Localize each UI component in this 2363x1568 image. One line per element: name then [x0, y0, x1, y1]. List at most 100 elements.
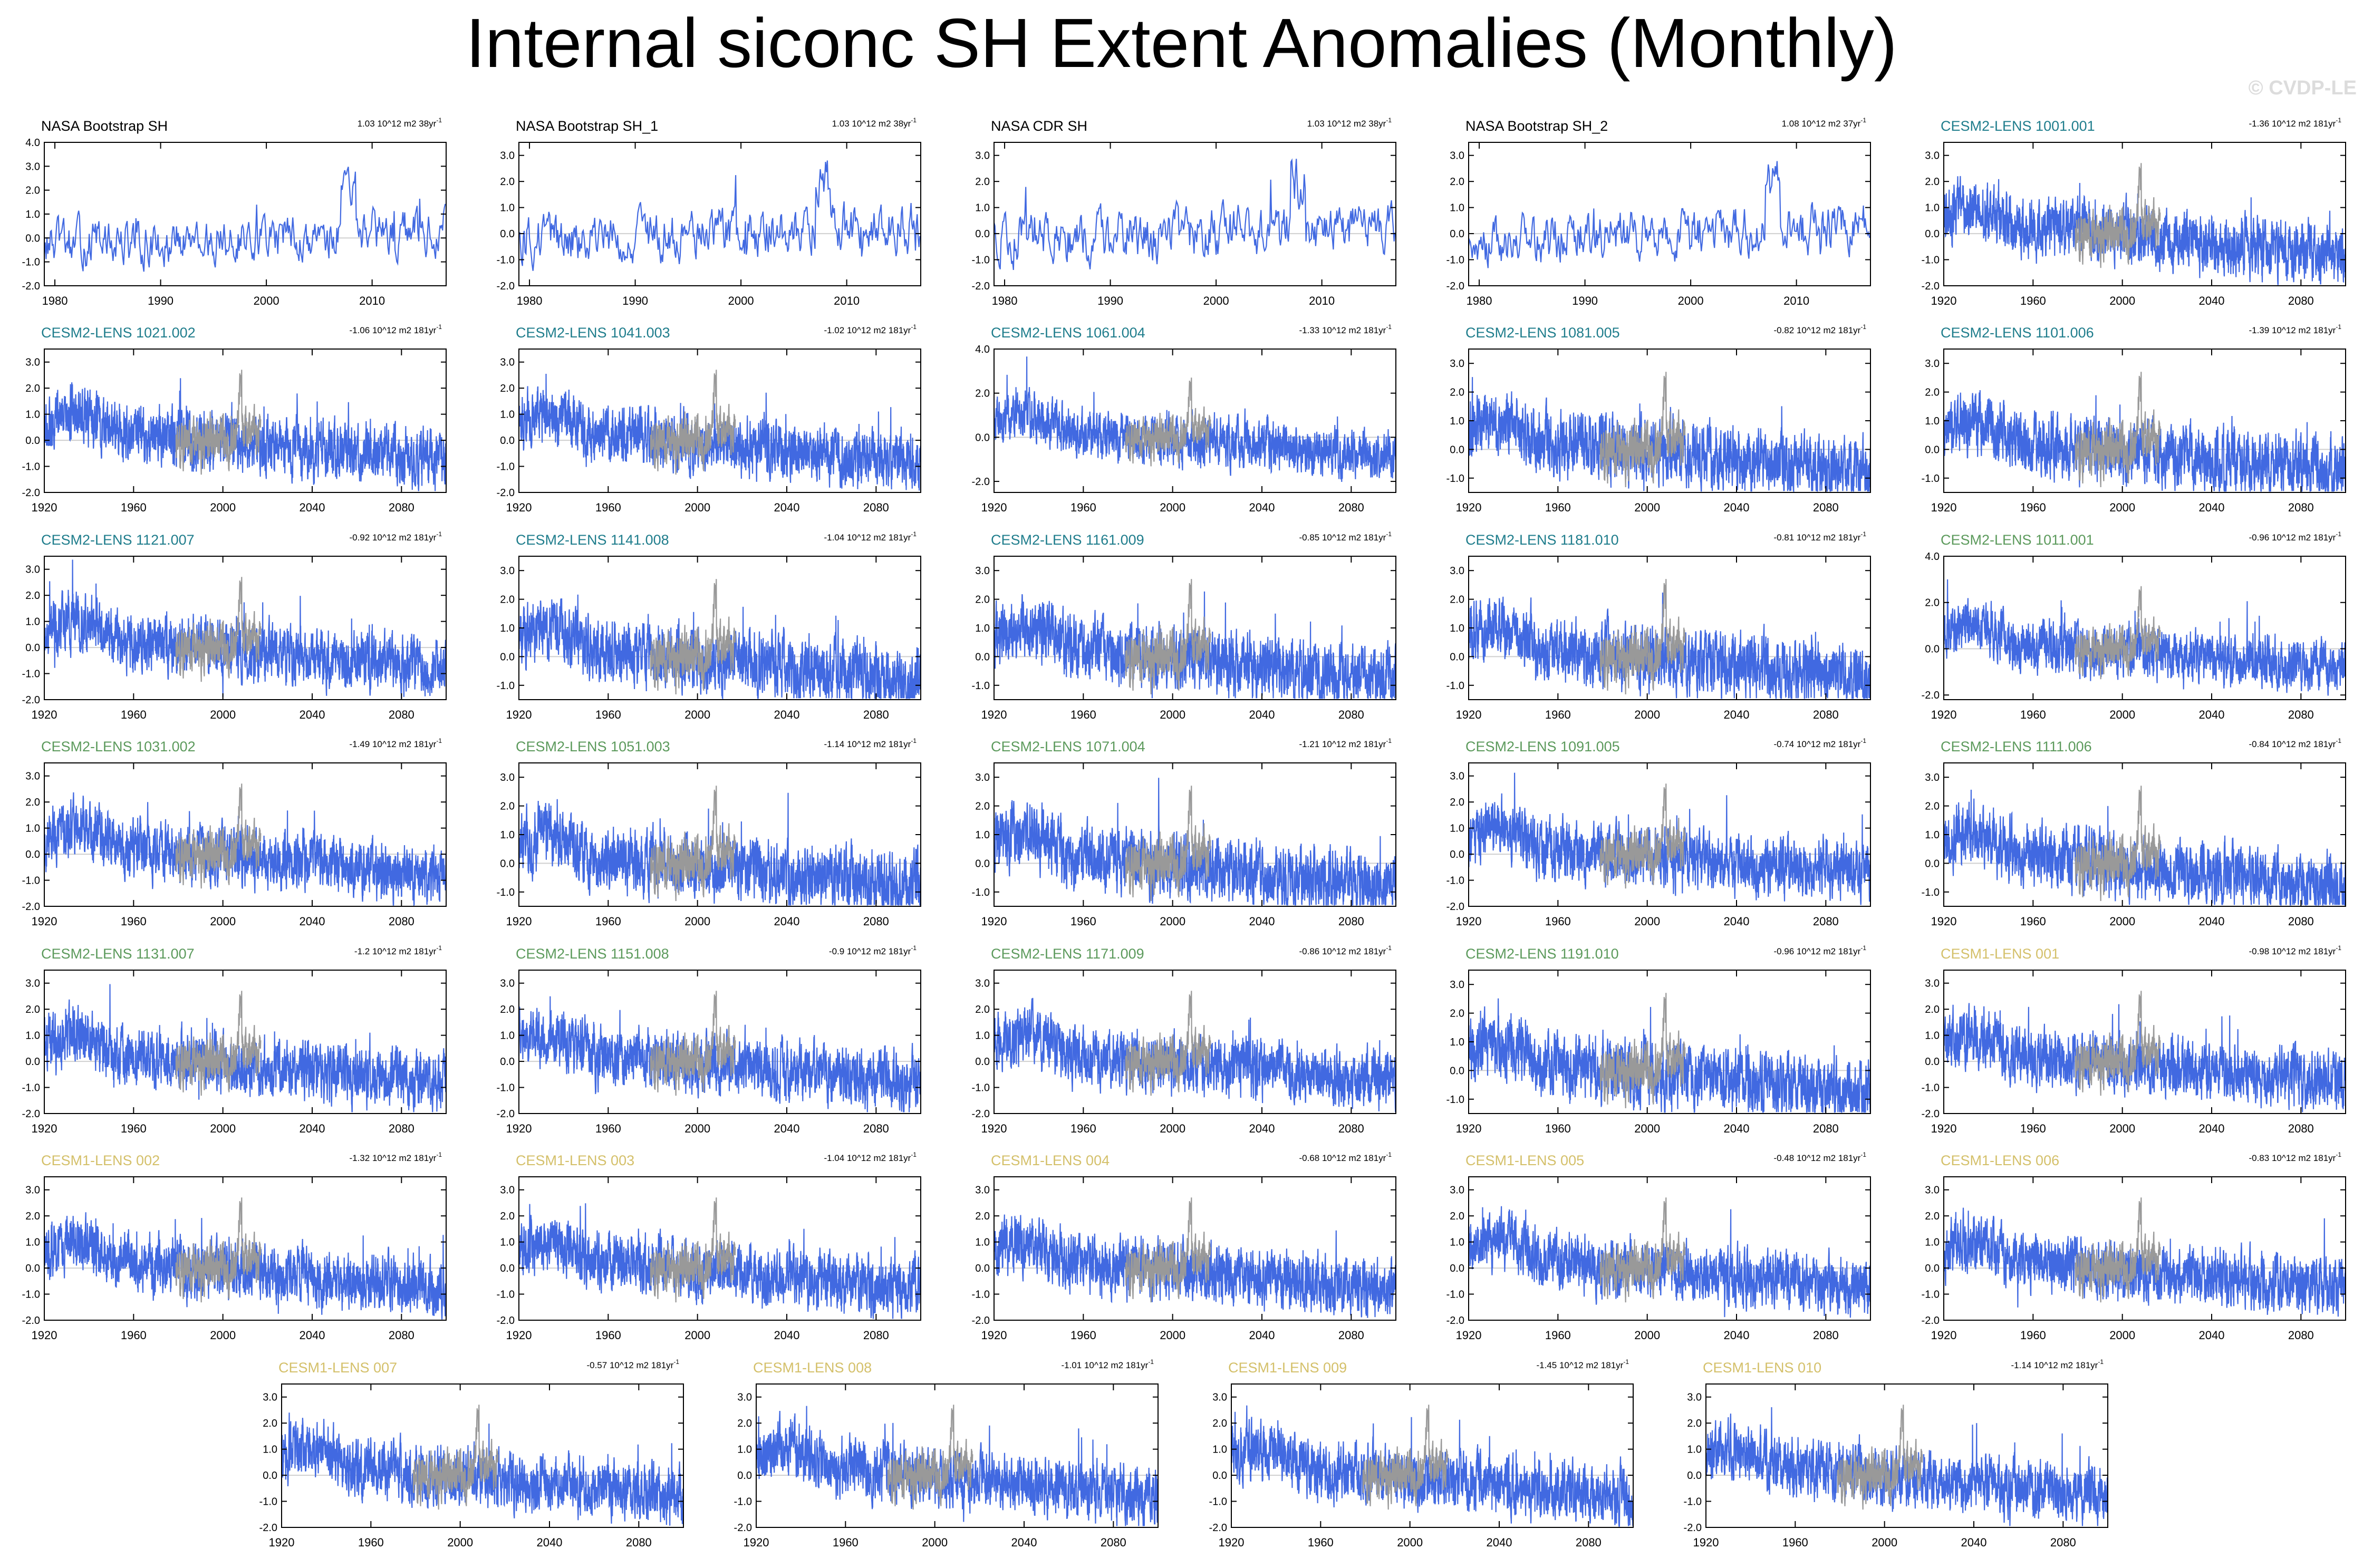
y-tick-label: 2.0 [1687, 1418, 1702, 1429]
y-tick-label: -2.0 [497, 1315, 515, 1327]
y-tick-label: -1.0 [497, 255, 515, 266]
y-tick-label: 3.0 [1450, 150, 1464, 162]
panel-title: CESM2-LENS 1141.008 [516, 532, 669, 548]
y-tick-label: -1.0 [972, 1082, 990, 1094]
y-tick-label: 3.0 [25, 771, 40, 782]
x-tick-label: 2000 [1160, 1329, 1185, 1342]
panel-trend: -0.68 10^12 m2 181yr-1 [1299, 1151, 1392, 1163]
series-line [518, 792, 921, 906]
observed-overlay-line [650, 1197, 736, 1303]
x-tick-label: 2000 [210, 1122, 236, 1135]
observed-overlay-line [175, 1197, 262, 1303]
y-tick-label: 1.0 [25, 1030, 40, 1042]
trend-superscript: -1 [2336, 1151, 2341, 1158]
x-tick-label: 1920 [981, 1122, 1007, 1135]
panel-2: NASA CDR SH 1.03 10^12 m2 38yr-1 3.0 2.0 1.0… [972, 117, 1396, 307]
x-tick-label: 1920 [1456, 708, 1482, 721]
x-tick-label: 2000 [1634, 915, 1660, 928]
x-tick-label: 1920 [32, 1329, 57, 1342]
plot-frame [518, 970, 921, 1114]
y-tick-label: -2.0 [1922, 690, 1940, 701]
panel-title: CESM1-LENS 010 [1703, 1360, 1821, 1376]
panel-trend: -0.81 10^12 m2 181yr-1 [1773, 530, 1866, 543]
y-tick-label: -2.0 [497, 1108, 515, 1120]
y-tick-label: -1.0 [497, 461, 515, 473]
plot-frame [994, 970, 1396, 1114]
plot-frame [44, 1176, 447, 1321]
panel-4: CESM2-LENS 1001.001 -1.36 10^12 m2 181yr-… [1922, 117, 2346, 307]
panel-33: CESM1-LENS 010 -1.14 10^12 m2 181yr-1 3.0 2… [1684, 1358, 2108, 1549]
trend-superscript: -1 [1386, 1151, 1392, 1158]
panel-title: CESM1-LENS 004 [991, 1153, 1110, 1168]
x-tick-label: 1960 [595, 708, 621, 721]
panel-trend: -0.96 10^12 m2 181yr-1 [1773, 944, 1866, 956]
x-tick-label: 1920 [269, 1536, 295, 1549]
x-tick-label: 2000 [1203, 294, 1229, 307]
y-tick-label: 2.0 [1450, 176, 1464, 188]
y-tick-label: 3.0 [1925, 150, 1940, 162]
x-tick-label: 2040 [1724, 501, 1750, 514]
x-tick-label: 2040 [1724, 708, 1750, 721]
y-tick-label: 0.0 [975, 858, 990, 869]
panel-trend: -0.85 10^12 m2 181yr-1 [1299, 530, 1392, 543]
y-tick-label: 1.0 [1450, 823, 1464, 835]
x-tick-label: 2040 [1961, 1536, 1987, 1549]
panel-trend: -1.02 10^12 m2 181yr-1 [824, 323, 917, 335]
y-tick-label: 2.0 [1450, 1211, 1464, 1222]
series-line [43, 792, 447, 907]
panel-23: CESM2-LENS 1191.010 -0.96 10^12 m2 181yr-… [1446, 944, 1871, 1135]
y-tick-label: 3.0 [500, 1185, 515, 1196]
panel-trend: -1.04 10^12 m2 181yr-1 [824, 1151, 917, 1163]
panel-24: CESM1-LENS 001 -0.98 10^12 m2 181yr-1 3.0 2… [1922, 944, 2346, 1135]
y-tick-label: 2.0 [1925, 1004, 1940, 1015]
x-tick-label: 2040 [2199, 294, 2225, 307]
x-tick-label: 2080 [2288, 1122, 2314, 1135]
observed-overlay-line [1599, 372, 1686, 488]
x-tick-label: 2040 [1724, 1122, 1750, 1135]
observed-overlay-line [2075, 786, 2161, 902]
y-tick-label: 3.0 [1687, 1392, 1702, 1404]
series-line [43, 167, 446, 272]
y-tick-label: 0.0 [500, 651, 515, 663]
y-tick-label: 0.0 [500, 1056, 515, 1068]
y-tick-label: -1.0 [734, 1496, 752, 1508]
trend-superscript: -1 [2336, 323, 2341, 331]
plot-frame [1943, 142, 2346, 286]
plot-frame [1943, 970, 2346, 1114]
x-tick-label: 2010 [834, 294, 860, 307]
panel-trend: -1.14 10^12 m2 181yr-1 [2011, 1358, 2104, 1370]
y-tick-label: 1.0 [500, 829, 515, 841]
x-tick-label: 2040 [2199, 708, 2225, 721]
x-tick-label: 1980 [42, 294, 68, 307]
trend-superscript: -1 [2336, 944, 2341, 952]
x-tick-label: 2080 [863, 501, 889, 514]
y-tick-label: 1.0 [25, 823, 40, 835]
y-tick-label: -1.0 [22, 257, 40, 268]
panel-title: CESM1-LENS 003 [516, 1153, 634, 1168]
panel-trend: 1.03 10^12 m2 38yr-1 [832, 117, 917, 129]
panel-title: CESM1-LENS 009 [1228, 1360, 1347, 1376]
x-tick-label: 1960 [2020, 708, 2046, 721]
observed-overlay-line [175, 991, 262, 1096]
x-tick-label: 1920 [506, 501, 532, 514]
y-tick-label: -1.0 [259, 1496, 277, 1508]
x-tick-label: 1920 [1931, 915, 1957, 928]
series-line [993, 1214, 1396, 1318]
panel-30: CESM1-LENS 007 -0.57 10^12 m2 181yr-1 3.0 2… [259, 1358, 684, 1549]
series-line [518, 160, 921, 271]
panel-title: CESM2-LENS 1101.006 [1941, 325, 2094, 341]
x-tick-label: 2010 [359, 294, 385, 307]
panel-trend: -0.74 10^12 m2 181yr-1 [1773, 737, 1866, 749]
y-tick-label: 0.0 [1450, 444, 1464, 456]
y-tick-label: -2.0 [22, 1315, 40, 1327]
panel-11: CESM2-LENS 1141.008 -1.04 10^12 m2 181yr-… [497, 530, 921, 721]
x-tick-label: 1960 [1308, 1536, 1334, 1549]
y-tick-label: -1.0 [22, 1289, 40, 1301]
x-tick-label: 2000 [684, 915, 710, 928]
x-tick-label: 1960 [121, 708, 147, 721]
x-tick-label: 2000 [2109, 294, 2135, 307]
x-tick-label: 1920 [981, 501, 1007, 514]
x-tick-label: 2040 [2199, 1122, 2225, 1135]
x-tick-label: 1960 [595, 915, 621, 928]
panel-trend: 1.03 10^12 m2 38yr-1 [1307, 117, 1392, 129]
